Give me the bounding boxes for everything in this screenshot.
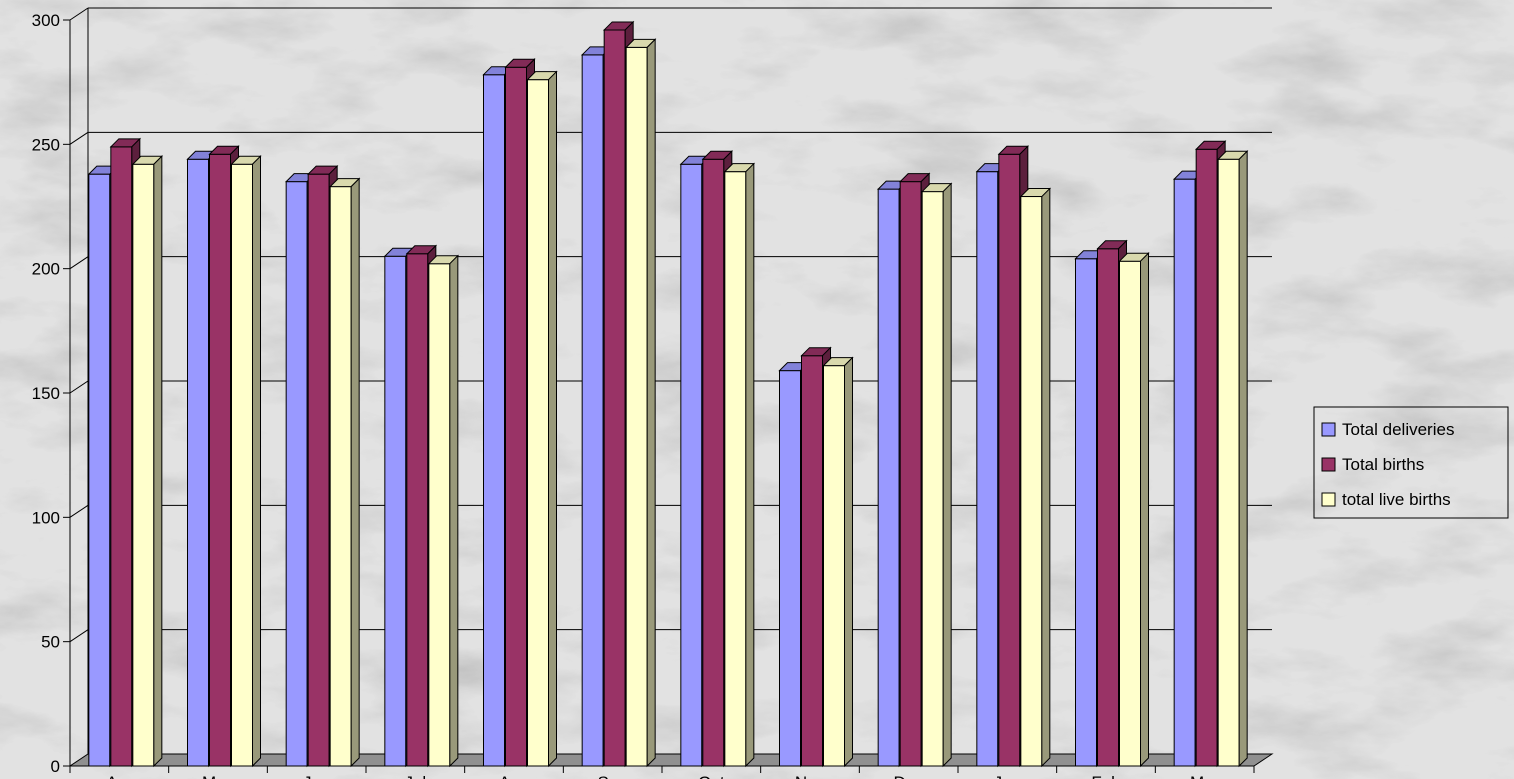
bar <box>427 254 460 768</box>
y-tick-label: 300 <box>32 11 60 30</box>
gridlines <box>69 7 1272 643</box>
x-tick-label: Feb <box>1091 773 1120 779</box>
legend-label: Total deliveries <box>1342 420 1454 439</box>
bar <box>526 70 558 768</box>
x-tick-label: Jan <box>994 773 1021 779</box>
bar <box>230 155 262 768</box>
bar <box>1216 150 1249 768</box>
x-tick-label: Dec <box>894 773 925 779</box>
y-tick-label: 250 <box>32 135 60 154</box>
legend-swatch <box>1321 492 1336 507</box>
tick-labels: 0 50 100 150 200 250 300 Apr May Jun Jul Aug Sep Oct N… <box>32 11 1220 779</box>
y-tick-label: 50 <box>41 633 60 652</box>
bar <box>822 356 854 768</box>
x-tick-label: Oct <box>698 773 725 779</box>
gridline-diagonal <box>69 629 89 643</box>
legend-label: Total births <box>1342 455 1424 474</box>
legend-box <box>1313 406 1509 519</box>
legend-label: total live births <box>1342 490 1451 509</box>
legend: Total deliveries Total births total live b… <box>1313 406 1509 519</box>
legend-swatch <box>1321 422 1336 437</box>
bar <box>1019 187 1052 768</box>
bar <box>723 162 756 768</box>
x-tick-label: May <box>202 773 235 779</box>
bar <box>920 182 953 768</box>
bar <box>328 177 361 768</box>
y-tick-label: 150 <box>32 384 60 403</box>
bar <box>624 38 657 768</box>
gridline-diagonal <box>69 7 89 21</box>
x-tick-label: Mar <box>1190 773 1220 779</box>
axes <box>63 8 1274 773</box>
x-tick-label: Nov <box>795 773 826 779</box>
y-tick-label: 0 <box>51 757 60 776</box>
gridline-diagonal <box>69 256 89 270</box>
gridline-diagonal <box>69 131 89 145</box>
gridline-diagonal <box>69 380 89 394</box>
y-tick-label: 200 <box>32 260 60 279</box>
x-tick-label: Apr <box>106 773 133 779</box>
bar <box>1118 251 1150 768</box>
y-tick-label: 100 <box>32 508 60 527</box>
x-tick-label: Jul <box>404 773 426 779</box>
bar <box>131 155 164 768</box>
x-tick-label: Sep <box>598 773 628 779</box>
bars <box>87 20 1249 768</box>
x-tick-label: Jun <box>303 773 330 779</box>
x-tick-label: Aug <box>499 773 529 779</box>
gridline-diagonal <box>69 504 89 518</box>
legend-swatch <box>1321 457 1336 472</box>
